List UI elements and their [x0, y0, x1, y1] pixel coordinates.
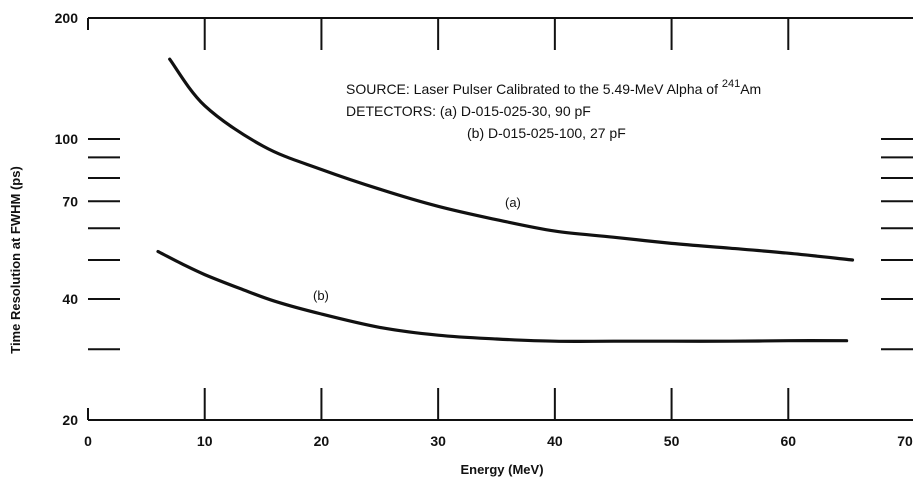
x-tick-label: 10 [197, 433, 213, 449]
x-tick-labels: 0 10 20 30 40 50 60 70 [84, 433, 913, 449]
x-tick-label: 30 [430, 433, 446, 449]
minor-ticks [88, 138, 913, 351]
x-tick-label: 50 [664, 433, 680, 449]
y-tick-labels: 20 40 70 100 200 [55, 10, 79, 428]
y-tick-label: 70 [62, 193, 78, 209]
x-tick-label: 40 [547, 433, 563, 449]
y-tick-label: 100 [55, 131, 79, 147]
curve-label-a: (a) [505, 195, 521, 210]
source-text: SOURCE: Laser Pulser Calibrated to the 5… [346, 81, 722, 97]
x-tick-label: 70 [897, 433, 913, 449]
detectors-line-b: (b) D-015-025-100, 27 pF [467, 125, 626, 141]
y-tick-label: 200 [55, 10, 79, 26]
y-axis-title: Time Resolution at FWHM (ps) [8, 166, 23, 354]
series-line-b [156, 249, 849, 343]
curves [156, 57, 855, 343]
series-line-a [168, 57, 855, 262]
y-tick-label: 20 [62, 412, 78, 428]
curve-label-b: (b) [313, 288, 329, 303]
y-tick-label: 40 [62, 291, 78, 307]
isotope-symbol: Am [740, 81, 761, 97]
plot-frame [87, 17, 913, 421]
source-annotation: SOURCE: Laser Pulser Calibrated to the 5… [346, 78, 761, 97]
isotope-mass: 241 [722, 78, 740, 90]
x-tick-label: 60 [780, 433, 796, 449]
x-tick-label: 20 [314, 433, 330, 449]
x-tick-label: 0 [84, 433, 92, 449]
detectors-line-a: DETECTORS: (a) D-015-025-30, 90 pF [346, 103, 591, 119]
x-axis-title: Energy (MeV) [460, 462, 543, 477]
